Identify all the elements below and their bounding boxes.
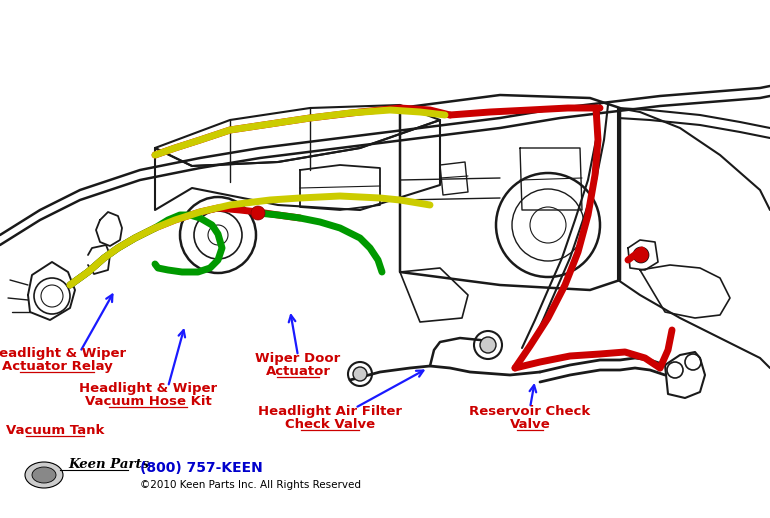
Text: Vacuum Tank: Vacuum Tank — [6, 424, 104, 437]
Text: Headlight Air Filter: Headlight Air Filter — [258, 405, 402, 418]
Ellipse shape — [32, 467, 56, 483]
Text: Actuator Relay: Actuator Relay — [2, 360, 112, 373]
Text: Vacuum Hose Kit: Vacuum Hose Kit — [85, 395, 212, 408]
Text: Check Valve: Check Valve — [285, 418, 375, 431]
Text: Keen Parts: Keen Parts — [68, 457, 149, 470]
Text: (800) 757-KEEN: (800) 757-KEEN — [140, 461, 263, 475]
Text: Headlight & Wiper: Headlight & Wiper — [79, 382, 217, 395]
Text: Wiper Door: Wiper Door — [256, 352, 340, 365]
Ellipse shape — [25, 462, 63, 488]
Circle shape — [480, 337, 496, 353]
Circle shape — [633, 247, 649, 263]
Text: Reservoir Check: Reservoir Check — [470, 405, 591, 418]
Text: Valve: Valve — [510, 418, 551, 431]
Text: Actuator: Actuator — [266, 365, 330, 378]
Text: ©2010 Keen Parts Inc. All Rights Reserved: ©2010 Keen Parts Inc. All Rights Reserve… — [140, 480, 361, 490]
Circle shape — [251, 206, 265, 220]
Circle shape — [353, 367, 367, 381]
Text: Headlight & Wiper: Headlight & Wiper — [0, 347, 126, 360]
